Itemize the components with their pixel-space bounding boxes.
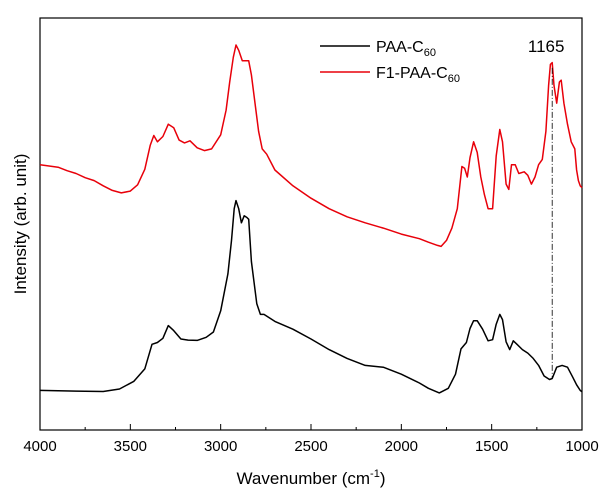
plot-frame (39, 17, 583, 431)
legend-label-f1-paa-c60: F1-PAA-C60 (376, 65, 460, 85)
x-tick-label-2500: 2500 (294, 438, 327, 455)
y-axis-title: Intensity (arb. unit) (11, 154, 30, 295)
x-tick-label-4000: 4000 (23, 438, 56, 455)
legend: PAA-C60 F1-PAA-C60 (320, 39, 460, 85)
x-axis-title: Wavenumber (cm-1) (237, 468, 386, 488)
x-tick-label-1000: 1000 (565, 438, 598, 455)
x-tick-label-2000: 2000 (385, 438, 418, 455)
x-tick-label-3000: 3000 (204, 438, 237, 455)
x-tick-label-3500: 3500 (114, 438, 147, 455)
series-line-0 (39, 199, 583, 394)
annotation-label: 1165 (528, 37, 565, 56)
x-tick-label-1500: 1500 (475, 438, 508, 455)
series-line-1 (39, 44, 583, 248)
series-layer (39, 44, 583, 394)
legend-label-paa-c60: PAA-C60 (376, 39, 436, 59)
x-ticks: 4000 3500 3000 2500 2000 1500 1000 (23, 424, 599, 455)
